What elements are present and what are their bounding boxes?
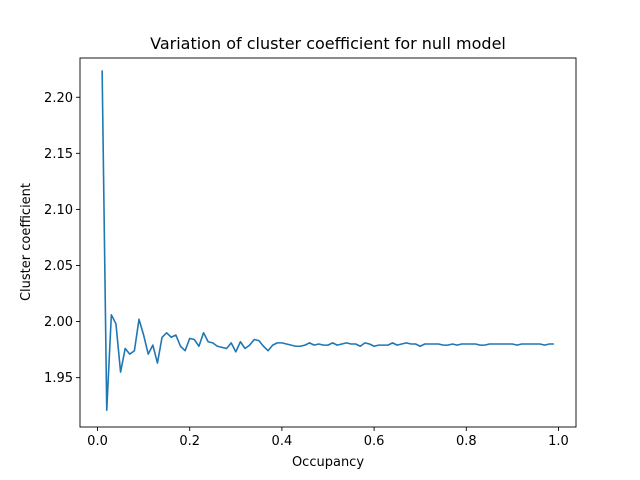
y-tick-label: 1.95 bbox=[44, 371, 73, 386]
x-axis-label: Occupancy bbox=[292, 455, 364, 470]
y-tick-label: 2.20 bbox=[44, 91, 73, 106]
y-axis-label: Cluster coefficient bbox=[19, 183, 34, 301]
x-tick-label: 0.2 bbox=[179, 434, 200, 449]
plot-frame bbox=[79, 57, 577, 428]
chart-title: Variation of cluster coefficient for nul… bbox=[150, 34, 506, 53]
y-tick-label: 2.05 bbox=[44, 259, 73, 274]
plot-area: 0.0 0.2 0.4 0.6 0.8 1.0 1.95 2.00 2.05 2.10 2.15 2.… bbox=[44, 57, 577, 449]
x-tick-label: 0.8 bbox=[456, 434, 477, 449]
y-tick-label: 2.00 bbox=[44, 315, 73, 330]
x-tick-label: 0.0 bbox=[87, 434, 108, 449]
x-tick-label: 1.0 bbox=[548, 434, 569, 449]
y-tick-label: 2.10 bbox=[44, 203, 73, 218]
x-tick-label: 0.6 bbox=[364, 434, 385, 449]
series-line-0 bbox=[101, 70, 554, 411]
y-tick-label: 2.15 bbox=[44, 147, 73, 162]
x-tick-label: 0.4 bbox=[272, 434, 293, 449]
